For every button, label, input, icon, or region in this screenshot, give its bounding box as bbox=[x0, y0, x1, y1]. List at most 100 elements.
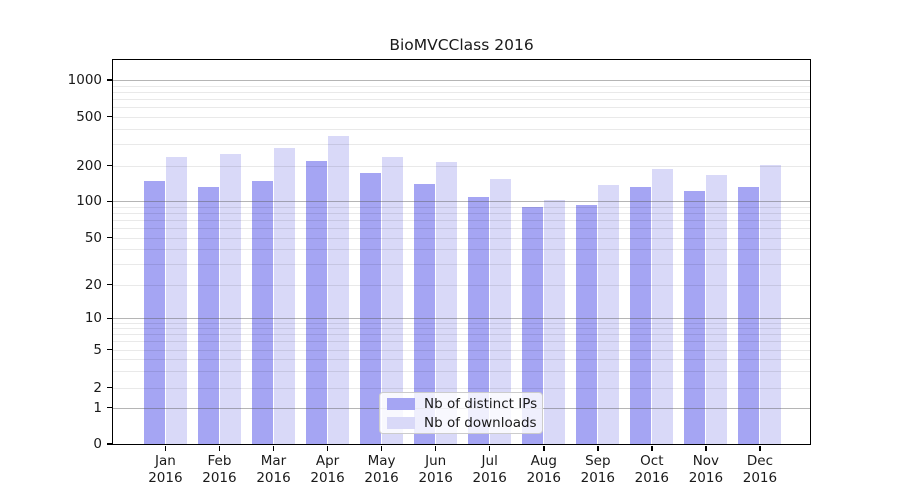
minor-gridline bbox=[113, 249, 810, 251]
bar-distinct-ips bbox=[143, 181, 165, 444]
y-axis-tick-label: 5 bbox=[93, 341, 102, 358]
bar-downloads bbox=[544, 199, 566, 444]
bar-distinct-ips bbox=[360, 173, 382, 444]
minor-gridline bbox=[113, 237, 810, 239]
major-gridline bbox=[113, 318, 810, 320]
legend: Nb of distinct IPs Nb of downloads bbox=[379, 392, 543, 434]
x-axis-tick-label: Nov 2016 bbox=[688, 453, 724, 486]
x-axis-tick-label: Jul 2016 bbox=[472, 453, 507, 486]
x-axis-tick-label: Feb 2016 bbox=[202, 453, 237, 486]
minor-gridline bbox=[113, 349, 810, 351]
x-axis-tick-mark bbox=[488, 445, 491, 451]
minor-gridline bbox=[113, 328, 810, 330]
minor-gridline bbox=[113, 116, 810, 118]
minor-gridline bbox=[113, 263, 810, 265]
minor-gridline bbox=[113, 206, 810, 208]
minor-gridline bbox=[113, 144, 810, 146]
minor-gridline bbox=[113, 128, 810, 130]
minor-gridline bbox=[113, 323, 810, 325]
bar-downloads bbox=[165, 156, 187, 444]
minor-gridline bbox=[113, 284, 810, 286]
legend-item-downloads: Nb of downloads bbox=[380, 415, 542, 431]
x-axis-tick-mark bbox=[705, 445, 707, 451]
y-axis-tick-label: 20 bbox=[84, 276, 102, 293]
minor-gridline bbox=[113, 213, 810, 215]
bar-distinct-ips bbox=[306, 160, 328, 444]
bar-downloads bbox=[274, 147, 295, 444]
major-gridline bbox=[113, 201, 810, 203]
x-axis-tick-mark bbox=[380, 445, 383, 451]
y-axis-tick-label: 500 bbox=[76, 108, 102, 125]
bar-downloads bbox=[436, 162, 458, 444]
bar-downloads bbox=[328, 135, 350, 444]
bar-downloads bbox=[652, 168, 674, 444]
y-axis-tick-label: 0 bbox=[93, 436, 102, 452]
bar-downloads bbox=[490, 179, 512, 444]
legend-swatch-downloads bbox=[387, 416, 415, 429]
x-axis-tick-label: Sep 2016 bbox=[580, 453, 615, 486]
x-axis-tick-mark bbox=[651, 445, 653, 451]
legend-label-downloads: Nb of downloads bbox=[424, 414, 537, 431]
legend-swatch-distinct-ips bbox=[387, 397, 415, 410]
bar-distinct-ips bbox=[252, 180, 273, 444]
minor-gridline bbox=[113, 334, 810, 336]
x-axis-tick-label: Dec 2016 bbox=[742, 453, 778, 486]
y-axis-tick-label: 200 bbox=[76, 157, 102, 174]
bar-distinct-ips bbox=[738, 186, 760, 444]
y-axis-tick-label: 2 bbox=[93, 379, 102, 396]
minor-gridline bbox=[113, 370, 810, 372]
y-axis-tick-mark bbox=[106, 115, 112, 118]
x-axis-tick-mark bbox=[597, 445, 599, 451]
y-axis-tick-mark bbox=[106, 443, 112, 445]
plot-area bbox=[113, 60, 810, 444]
minor-gridline bbox=[113, 228, 810, 230]
y-axis-tick-mark bbox=[106, 164, 112, 167]
x-axis-tick-mark bbox=[272, 445, 275, 451]
bar-downloads bbox=[760, 165, 782, 444]
x-axis-tick-mark bbox=[759, 445, 761, 451]
minor-gridline bbox=[113, 387, 810, 389]
x-axis-tick-mark bbox=[326, 445, 329, 451]
chart-title: BioMVCClass 2016 bbox=[389, 36, 534, 54]
major-gridline bbox=[113, 80, 810, 81]
bar-distinct-ips bbox=[630, 187, 652, 444]
minor-gridline bbox=[113, 91, 810, 93]
bar-distinct-ips bbox=[414, 184, 436, 444]
minor-gridline bbox=[113, 341, 810, 343]
bar-distinct-ips bbox=[576, 204, 598, 444]
x-axis-tick-label: Oct 2016 bbox=[634, 453, 670, 486]
y-axis-tick-label: 10 bbox=[84, 310, 102, 327]
y-axis-tick-mark bbox=[106, 406, 112, 409]
x-axis-tick-mark bbox=[218, 445, 221, 451]
bar-downloads bbox=[706, 174, 728, 444]
x-axis-tick-mark bbox=[164, 445, 167, 451]
bar-distinct-ips bbox=[522, 206, 544, 444]
x-axis-tick-label: May 2016 bbox=[364, 453, 399, 486]
y-axis-tick-mark bbox=[106, 348, 112, 351]
y-axis-tick-mark bbox=[106, 200, 112, 203]
y-axis-tick-mark bbox=[106, 236, 112, 239]
legend-item-distinct-ips: Nb of distinct IPs bbox=[380, 396, 542, 412]
y-axis-tick-label: 1 bbox=[93, 399, 102, 416]
x-axis-tick-label: Apr 2016 bbox=[310, 453, 345, 486]
y-axis-tick-mark bbox=[106, 386, 112, 389]
minor-gridline bbox=[113, 165, 810, 167]
minor-gridline bbox=[113, 98, 810, 100]
x-axis-tick-label: Aug 2016 bbox=[526, 453, 561, 486]
y-axis-tick-mark bbox=[106, 79, 112, 81]
x-axis-tick-label: Mar 2016 bbox=[256, 453, 291, 486]
minor-gridline bbox=[113, 107, 810, 109]
x-axis-tick-mark bbox=[543, 445, 545, 451]
bar-distinct-ips bbox=[468, 196, 490, 444]
y-axis-tick-mark bbox=[106, 283, 112, 286]
x-axis-tick-mark bbox=[434, 445, 437, 451]
legend-label-distinct-ips: Nb of distinct IPs bbox=[424, 395, 538, 412]
minor-gridline bbox=[113, 85, 810, 87]
y-axis-tick-mark bbox=[106, 317, 112, 320]
y-axis-tick-label: 50 bbox=[84, 229, 102, 246]
x-axis-tick-label: Jun 2016 bbox=[418, 453, 453, 486]
y-axis-tick-label: 100 bbox=[76, 193, 102, 210]
bar-distinct-ips bbox=[197, 187, 219, 444]
bar-downloads bbox=[382, 156, 404, 444]
